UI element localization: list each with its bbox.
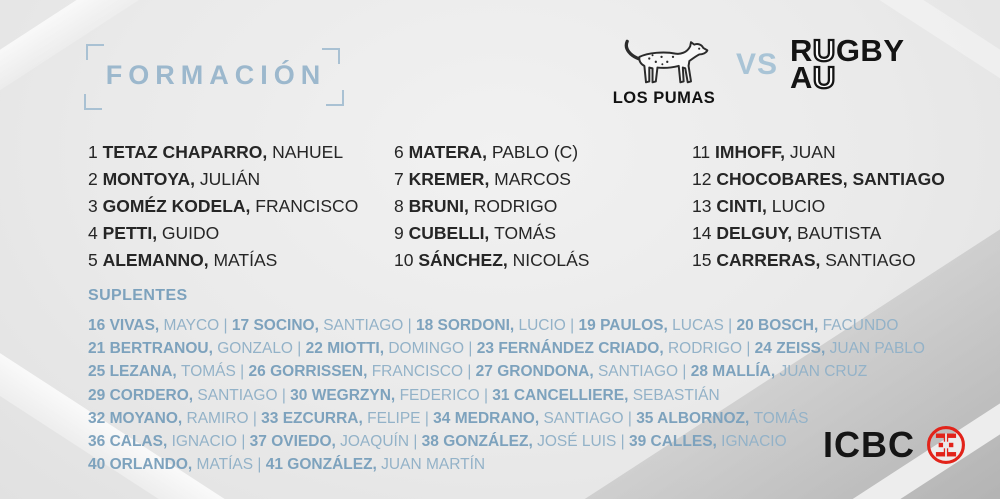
subs-line: 21 BERTRANOU, GONZALO | 22 MIOTTI, DOMIN… — [88, 340, 925, 358]
player-row: 14 DELGUY, BAUTISTA — [692, 223, 882, 243]
icbc-wordmark: ICBC — [823, 424, 915, 465]
subs-line: 36 CALAS, IGNACIO | 37 OVIEDO, JOAQUÍN |… — [88, 433, 787, 451]
starters-column: 1 TETAZ CHAPARRO, NAHUEL 2 MONTOYA, JULIÁ… — [88, 139, 394, 274]
vs-label: VS — [736, 48, 779, 81]
matchup: LOS PUMAS VS RUGBY AU — [604, 34, 905, 108]
player-row: 7 KREMER, MARCOS — [394, 169, 571, 189]
subs-heading: SUPLENTES — [88, 287, 188, 304]
away-letter: R — [790, 33, 813, 68]
subs-line: 40 ORLANDO, MATÍAS | 41 GONZÁLEZ, JUAN M… — [88, 456, 486, 474]
player-row: 3 GOMÉZ KODELA, FRANCISCO — [88, 196, 359, 216]
away-letter: U — [812, 33, 837, 68]
puma-icon — [624, 39, 709, 84]
page-title: FORMACIÓN — [105, 59, 327, 90]
subs-line: 25 LEZANA, TOMÁS | 26 GORRISSEN, FRANCIS… — [88, 363, 868, 381]
formation-title-box: FORMACIÓN — [84, 44, 344, 110]
icbc-emblem-icon — [927, 426, 965, 464]
player-row: 9 CUBELLI, TOMÁS — [394, 223, 557, 243]
starters-column: 6 MATERA, PABLO (C) 7 KREMER, MARCOS 8 BRU… — [394, 139, 692, 274]
player-row: 10 SÁNCHEZ, NICOLÁS — [394, 250, 590, 270]
starters-column: 11 IMHOFF, JUAN 12 CHOCOBARES, SANTIAGO 13… — [692, 139, 970, 274]
away-letter: A — [790, 60, 813, 96]
away-letter: GBY — [835, 33, 905, 68]
player-row: 1 TETAZ CHAPARRO, NAHUEL — [88, 142, 344, 162]
away-wordmark-line2: AU — [790, 61, 904, 94]
subs-lines: 16 VIVAS, MAYCO | 17 SOCINO, SANTIAGO | … — [88, 314, 928, 476]
substitutes-section: SUPLENTES 16 VIVAS, MAYCO | 17 SOCINO, S… — [88, 287, 928, 476]
player-row: 4 PETTI, GUIDO — [88, 223, 220, 243]
player-row: 5 ALEMANNO, MATÍAS — [88, 250, 278, 270]
player-row: 13 CINTI, LUCIO — [692, 196, 826, 216]
starters-grid: 1 TETAZ CHAPARRO, NAHUEL 2 MONTOYA, JULIÁ… — [88, 139, 970, 274]
home-team-name: LOS PUMAS — [612, 89, 716, 107]
subs-line: 16 VIVAS, MAYCO | 17 SOCINO, SANTIAGO | … — [88, 317, 899, 334]
player-row: 8 BRUNI, RODRIGO — [394, 196, 558, 216]
los-pumas-logo: LOS PUMAS — [604, 34, 724, 108]
player-row: 11 IMHOFF, JUAN — [692, 142, 836, 162]
icbc-logo: ICBC — [823, 423, 968, 467]
subs-line: 29 CORDERO, SANTIAGO | 30 WEGRZYN, FEDER… — [88, 386, 720, 404]
away-wordmark-line1: RUGBY — [790, 34, 904, 67]
bracket-corner-icon — [322, 48, 340, 64]
player-row: 15 CARRERAS, SANTIAGO — [692, 250, 916, 270]
away-letter: U — [812, 60, 837, 96]
player-row: 2 MONTOYA, JULIÁN — [88, 169, 261, 189]
player-row: 6 MATERA, PABLO (C) — [394, 142, 579, 162]
bracket-corner-icon — [84, 94, 102, 110]
player-row: 12 CHOCOBARES, SANTIAGO — [692, 169, 945, 189]
subs-line: 32 MOYANO, RAMIRO | 33 EZCURRA, FELIPE |… — [88, 409, 809, 427]
bracket-corner-icon — [86, 44, 104, 60]
bracket-corner-icon — [326, 90, 344, 106]
rugby-au-logo: RUGBY AU — [790, 34, 904, 95]
